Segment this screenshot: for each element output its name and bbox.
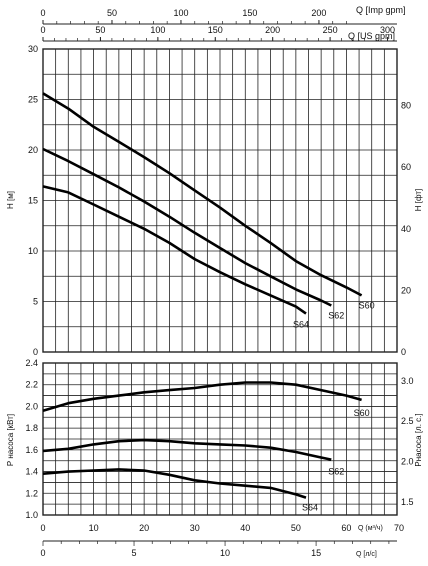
- power-ytick-left: 2.2: [25, 380, 38, 390]
- power-ytick-left: 1.4: [25, 467, 38, 477]
- m3h-tick-label: 20: [139, 523, 149, 533]
- us-gpm-tick-label: 300: [380, 25, 395, 35]
- head-ylabel-right: H [фт]: [414, 189, 423, 212]
- head-frame: [42, 48, 398, 353]
- tick-layer: 0510152025300204060801.01.21.41.61.82.02…: [25, 8, 413, 558]
- head-ytick-right: 80: [401, 101, 411, 111]
- power-series-label-s62: S62: [328, 467, 344, 477]
- us-gpm-tick-label: 50: [95, 25, 105, 35]
- head-ytick-right: 0: [401, 347, 406, 357]
- imp-gpm-tick-label: 150: [242, 8, 257, 18]
- m3h-tick-label: 0: [40, 523, 45, 533]
- head-ytick-left: 5: [33, 297, 38, 307]
- imp-gpm-tick-label: 0: [40, 8, 45, 18]
- power-frame: [42, 362, 398, 516]
- m3h-tick-label: 50: [291, 523, 301, 533]
- head-series-label-s64: S64: [293, 320, 309, 330]
- us-gpm-tick-label: 200: [265, 25, 280, 35]
- imp-gpm-tick-label: 50: [107, 8, 117, 18]
- imp-gpm-axis-label: Q [Imp gpm]: [356, 5, 406, 15]
- power-curve-s60: [42, 381, 362, 413]
- head-ylabel-left: H [м]: [6, 191, 15, 209]
- power-ytick-right: 1.5: [401, 497, 414, 507]
- head-ytick-left: 15: [28, 196, 38, 206]
- m3h-tick-label: 30: [190, 523, 200, 533]
- m3h-tick-label: 70: [394, 523, 404, 533]
- power-ytick-right: 3.0: [401, 376, 414, 386]
- power-ytick-right: 2.5: [401, 416, 414, 426]
- power-ytick-left: 1.0: [25, 510, 38, 520]
- head-curve-s64: [42, 185, 307, 315]
- ls-tick-label: 0: [40, 548, 45, 558]
- power-ytick-left: 1.2: [25, 488, 38, 498]
- power-ylabel-left: P насоса [кВт]: [6, 414, 15, 466]
- head-series-label-s62: S62: [328, 311, 344, 321]
- us-gpm-tick-label: 0: [40, 25, 45, 35]
- power-ytick-left: 1.6: [25, 445, 38, 455]
- ls-tick-label: 5: [132, 548, 137, 558]
- head-ytick-left: 0: [33, 347, 38, 357]
- head-ytick-left: 30: [28, 44, 38, 54]
- m3h-tick-label: 40: [240, 523, 250, 533]
- us-gpm-tick-label: 150: [208, 25, 223, 35]
- head-curve-s60: [42, 92, 363, 297]
- imp-gpm-tick-label: 200: [311, 8, 326, 18]
- power-curve-s62: [42, 438, 332, 461]
- label-layer: S60 S62 S64 S60 S62 S64: [293, 300, 375, 512]
- head-ytick-left: 25: [28, 95, 38, 105]
- head-series-label-s60: S60: [359, 300, 375, 310]
- power-series-label-s60: S60: [354, 408, 370, 418]
- head-ytick-right: 20: [401, 285, 411, 295]
- power-ytick-left: 1.8: [25, 423, 38, 433]
- m3h-axis-label: Q (м³/ч): [358, 525, 383, 532]
- us-gpm-tick-label: 250: [323, 25, 338, 35]
- power-curve-s64: [42, 468, 307, 499]
- power-ytick-left: 2.4: [25, 358, 38, 368]
- imp-gpm-tick-label: 100: [173, 8, 188, 18]
- us-gpm-tick-label: 100: [150, 25, 165, 35]
- head-ytick-left: 10: [28, 246, 38, 256]
- m3h-tick-label: 60: [341, 523, 351, 533]
- ls-tick-label: 15: [311, 548, 321, 558]
- ls-axis-label: Q [л/с]: [356, 551, 377, 558]
- head-ytick-left: 20: [28, 145, 38, 155]
- us-gpm-axis-label: Q [US gpm]: [348, 31, 395, 41]
- m3h-tick-label: 10: [89, 523, 99, 533]
- ls-tick-label: 10: [220, 548, 230, 558]
- head-ytick-right: 40: [401, 224, 411, 234]
- power-ylabel-right: Pнасоса [л. с.]: [414, 413, 423, 466]
- head-ytick-right: 60: [401, 162, 411, 172]
- power-ytick-right: 2.0: [401, 457, 414, 467]
- power-ytick-left: 2.0: [25, 401, 38, 411]
- curve-layer: [42, 92, 363, 499]
- head-curve-s62: [42, 147, 332, 307]
- power-series-label-s64: S64: [302, 503, 318, 513]
